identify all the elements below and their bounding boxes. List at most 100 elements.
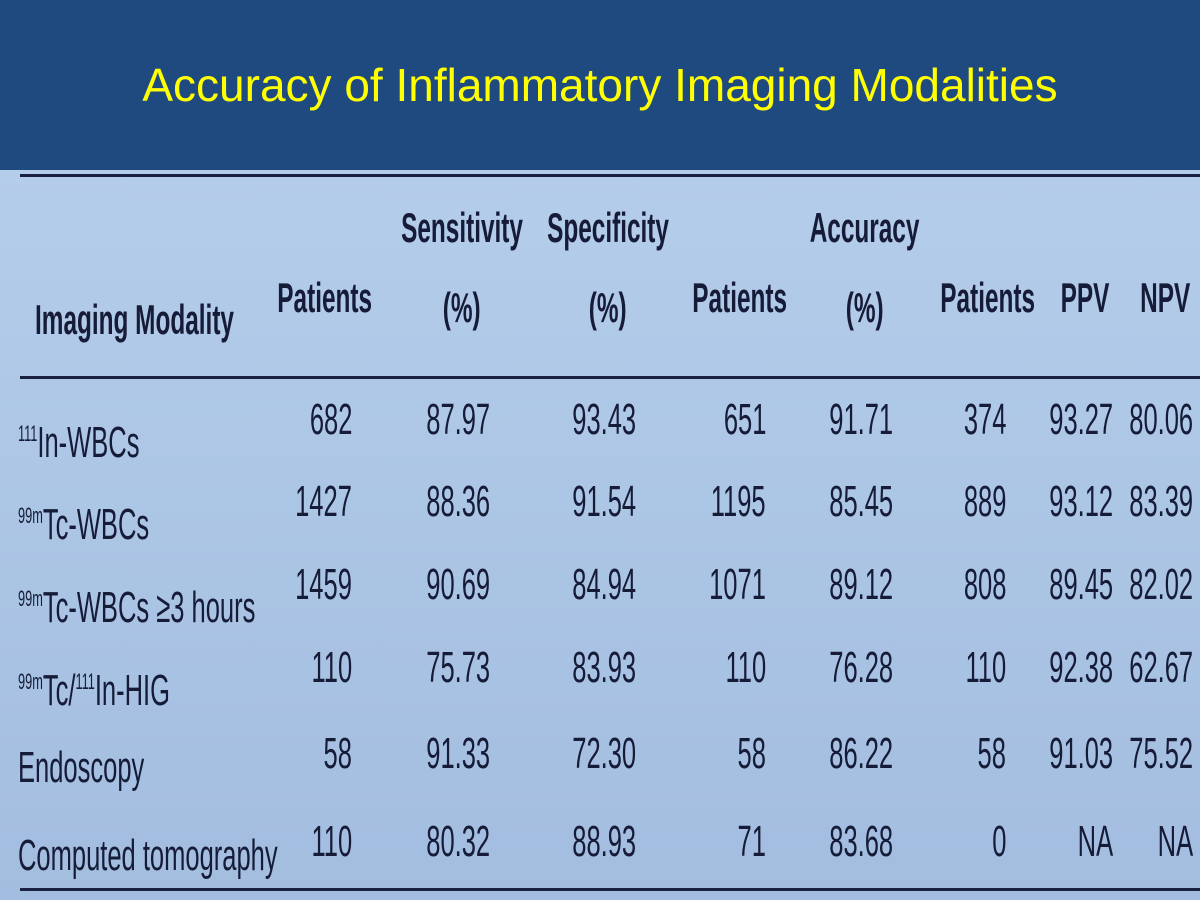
cell-value: 808 <box>963 560 1006 609</box>
value-cell: 93.27 <box>713 398 1113 442</box>
column-header: NPV <box>865 276 1200 320</box>
modality-text: Computed tomography <box>18 831 278 880</box>
value-cell: 110 <box>366 646 766 690</box>
value-cell: 682 <box>0 398 352 442</box>
column-header: Patients <box>25 276 625 320</box>
column-header: Imaging Modality <box>0 298 435 342</box>
value-cell: 1195 <box>366 480 766 524</box>
value-cell: 808 <box>606 563 1006 607</box>
modality-text: In-HIG <box>94 666 170 715</box>
value-cell: 87.97 <box>90 398 490 442</box>
cell-value: 80.32 <box>426 817 490 866</box>
value-cell: 80.06 <box>793 398 1193 442</box>
value-cell: 91.03 <box>713 732 1113 776</box>
cell-value: 58 <box>737 729 766 778</box>
cell-value: 85.45 <box>829 477 893 526</box>
header-text: Patients <box>277 274 373 321</box>
value-cell: 71 <box>366 820 766 864</box>
cell-value: 89.12 <box>829 560 893 609</box>
cell-value: 75.73 <box>426 643 490 692</box>
cell-value: 110 <box>311 643 352 692</box>
value-cell: 89.12 <box>493 563 893 607</box>
isotope: 99m <box>18 503 43 528</box>
value-cell: 72.30 <box>236 732 636 776</box>
value-cell: 651 <box>366 398 766 442</box>
value-cell: 110 <box>0 820 352 864</box>
value-cell: NA <box>713 820 1113 864</box>
cell-value: 110 <box>311 817 352 866</box>
cell-value: 91.71 <box>829 395 893 444</box>
modality-name: 99mTc/111In-HIG <box>18 660 170 713</box>
cell-value: 110 <box>965 643 1006 692</box>
modality-name: 111In-WBCs <box>18 412 139 465</box>
modality-text: Endoscopy <box>18 743 145 792</box>
cell-value: 75.52 <box>1129 729 1193 778</box>
bottom-rule <box>20 888 1200 891</box>
header-text: Patients <box>940 274 1036 321</box>
value-cell: 85.45 <box>493 480 893 524</box>
value-cell: 82.02 <box>793 563 1193 607</box>
column-header: (%) <box>162 286 762 330</box>
value-cell: 1459 <box>0 563 352 607</box>
cell-value: 82.02 <box>1129 560 1193 609</box>
column-header: (%) <box>308 286 908 330</box>
value-cell: 0 <box>606 820 1006 864</box>
cell-value: 93.12 <box>1049 477 1113 526</box>
cell-value: 651 <box>723 395 766 444</box>
isotope: 99m <box>18 586 43 611</box>
header-text: (%) <box>589 284 627 331</box>
cell-value: 90.69 <box>426 560 490 609</box>
value-cell: 75.73 <box>90 646 490 690</box>
modality-cell: 111In-WBCs <box>18 412 227 465</box>
cell-value: NA <box>1157 817 1193 866</box>
header-text: Sensitivity <box>401 204 523 251</box>
cell-value: 682 <box>309 395 352 444</box>
modality-text: Tc-WBCs ≥3 hours <box>42 583 256 632</box>
cell-value: 1459 <box>295 560 352 609</box>
value-cell: 88.93 <box>236 820 636 864</box>
value-cell: 90.69 <box>90 563 490 607</box>
value-cell: 84.94 <box>236 563 636 607</box>
cell-value: NA <box>1077 817 1113 866</box>
column-header: Patients <box>440 276 1040 320</box>
column-header: Sensitivity <box>162 206 762 250</box>
header-rule <box>20 376 1200 379</box>
value-cell: 58 <box>606 732 1006 776</box>
value-cell: 91.33 <box>90 732 490 776</box>
cell-value: 58 <box>977 729 1006 778</box>
modality-cell: Computed tomography <box>18 834 466 878</box>
header-text: NPV <box>1139 274 1191 321</box>
header-text: PPV <box>1060 274 1110 321</box>
isotope: 99m <box>18 669 43 694</box>
table-photo: Imaging Modality Patients Sensitivity (%) Sp… <box>0 170 1200 900</box>
cell-value: 93.27 <box>1049 395 1113 444</box>
cell-value: 91.33 <box>426 729 490 778</box>
header-text: (%) <box>443 284 481 331</box>
value-cell: 374 <box>606 398 1006 442</box>
cell-value: 80.06 <box>1129 395 1193 444</box>
value-cell: 93.12 <box>713 480 1113 524</box>
value-cell: 88.36 <box>90 480 490 524</box>
modality-name: Computed tomography <box>18 834 278 878</box>
value-cell: 110 <box>0 646 352 690</box>
value-cell: 110 <box>606 646 1006 690</box>
cell-value: 58 <box>323 729 352 778</box>
modality-text: Tc/ <box>42 666 76 715</box>
cell-value: 72.30 <box>572 729 636 778</box>
column-header: Patients <box>688 276 1200 320</box>
cell-value: 76.28 <box>829 643 893 692</box>
cell-value: 374 <box>963 395 1006 444</box>
header-text: Imaging Modality <box>35 296 235 343</box>
modality-text: Tc-WBCs <box>42 500 150 549</box>
cell-value: 83.93 <box>572 643 636 692</box>
isotope: 111 <box>18 421 38 446</box>
title-bar: Accuracy of Inflammatory Imaging Modalit… <box>0 0 1200 170</box>
cell-value: 88.93 <box>572 817 636 866</box>
value-cell: 92.38 <box>713 646 1113 690</box>
value-cell: 83.93 <box>236 646 636 690</box>
modality-cell: 99mTc-WBCs <box>18 494 244 547</box>
cell-value: 84.94 <box>572 560 636 609</box>
value-cell: NA <box>793 820 1193 864</box>
modality-text: In-WBCs <box>37 418 140 467</box>
cell-value: 83.68 <box>829 817 893 866</box>
